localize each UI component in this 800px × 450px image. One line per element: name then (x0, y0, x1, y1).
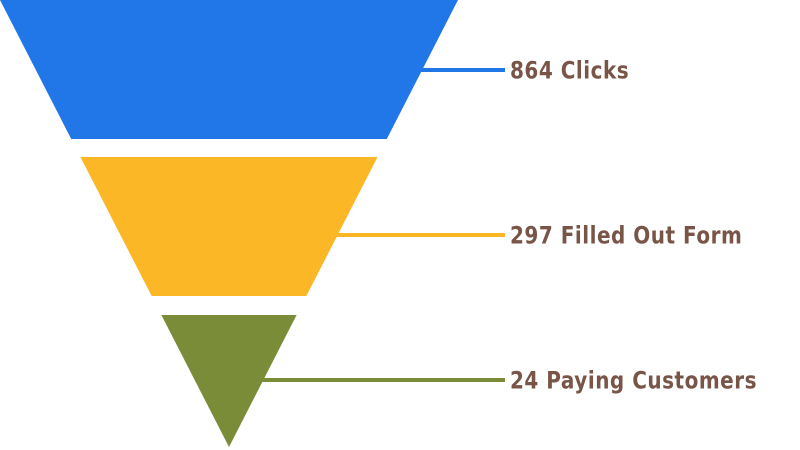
funnel-slice-clicks (0, 0, 458, 139)
funnel-stage-label-paying-customers: 24 Paying Customers (510, 365, 757, 395)
funnel-slice-filled-out-form (80, 157, 378, 296)
funnel-stage-label-filled-out-form: 297 Filled Out Form (510, 220, 743, 250)
funnel-slice-paying-customers (161, 315, 297, 447)
funnel-stage-label-clicks: 864 Clicks (510, 55, 630, 85)
